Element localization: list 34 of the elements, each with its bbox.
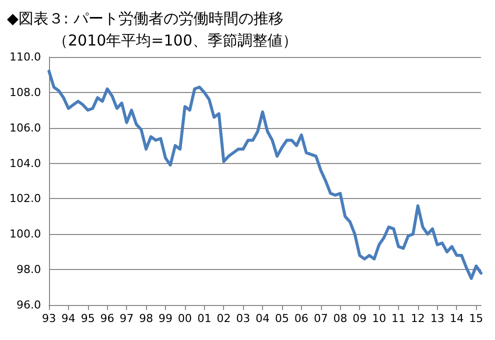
x-tick-label: 01 [197, 312, 212, 325]
x-tick-label: 15 [469, 312, 484, 325]
x-tick-label: 98 [139, 312, 154, 325]
x-tick-label: 14 [450, 312, 464, 325]
x-tick-label: 97 [120, 312, 134, 325]
x-tick-label: 13 [430, 312, 444, 325]
x-tick-label: 07 [314, 312, 328, 325]
y-tick-label: 110.0 [10, 50, 41, 64]
y-tick-label: 106.0 [10, 121, 41, 134]
x-tick-label: 10 [372, 312, 386, 325]
x-tick-label: 04 [256, 312, 270, 325]
x-tick-label: 03 [236, 312, 250, 325]
chart-title: ◆図表３: パート労働者の労働時間の推移 [7, 10, 284, 28]
y-tick-label: 96.0 [16, 298, 41, 312]
chart-subtitle: （2010年平均=100、季節調整値） [53, 32, 298, 50]
y-tick-label: 100.0 [10, 228, 41, 241]
x-tick-label: 08 [333, 312, 348, 325]
x-tick-label: 93 [42, 312, 56, 325]
x-tick-label: 94 [61, 312, 76, 325]
y-tick-label: 108.0 [10, 86, 41, 99]
x-tick-label: 95 [80, 312, 95, 325]
x-tick-label: 05 [274, 312, 289, 325]
x-tick-label: 96 [100, 312, 114, 325]
line-series [48, 70, 482, 280]
x-tick-label: 12 [410, 312, 425, 325]
x-tick-label: 00 [178, 312, 192, 325]
y-tick-label: 104.0 [10, 156, 41, 170]
x-tick-label: 06 [294, 312, 308, 325]
y-tick-label: 102.0 [10, 192, 41, 206]
x-tick-label: 02 [216, 312, 231, 325]
x-tick-label: 99 [158, 312, 172, 325]
y-tick-label: 98.0 [16, 263, 41, 276]
x-tick-label: 09 [352, 312, 367, 325]
x-tick-label: 11 [391, 312, 406, 325]
